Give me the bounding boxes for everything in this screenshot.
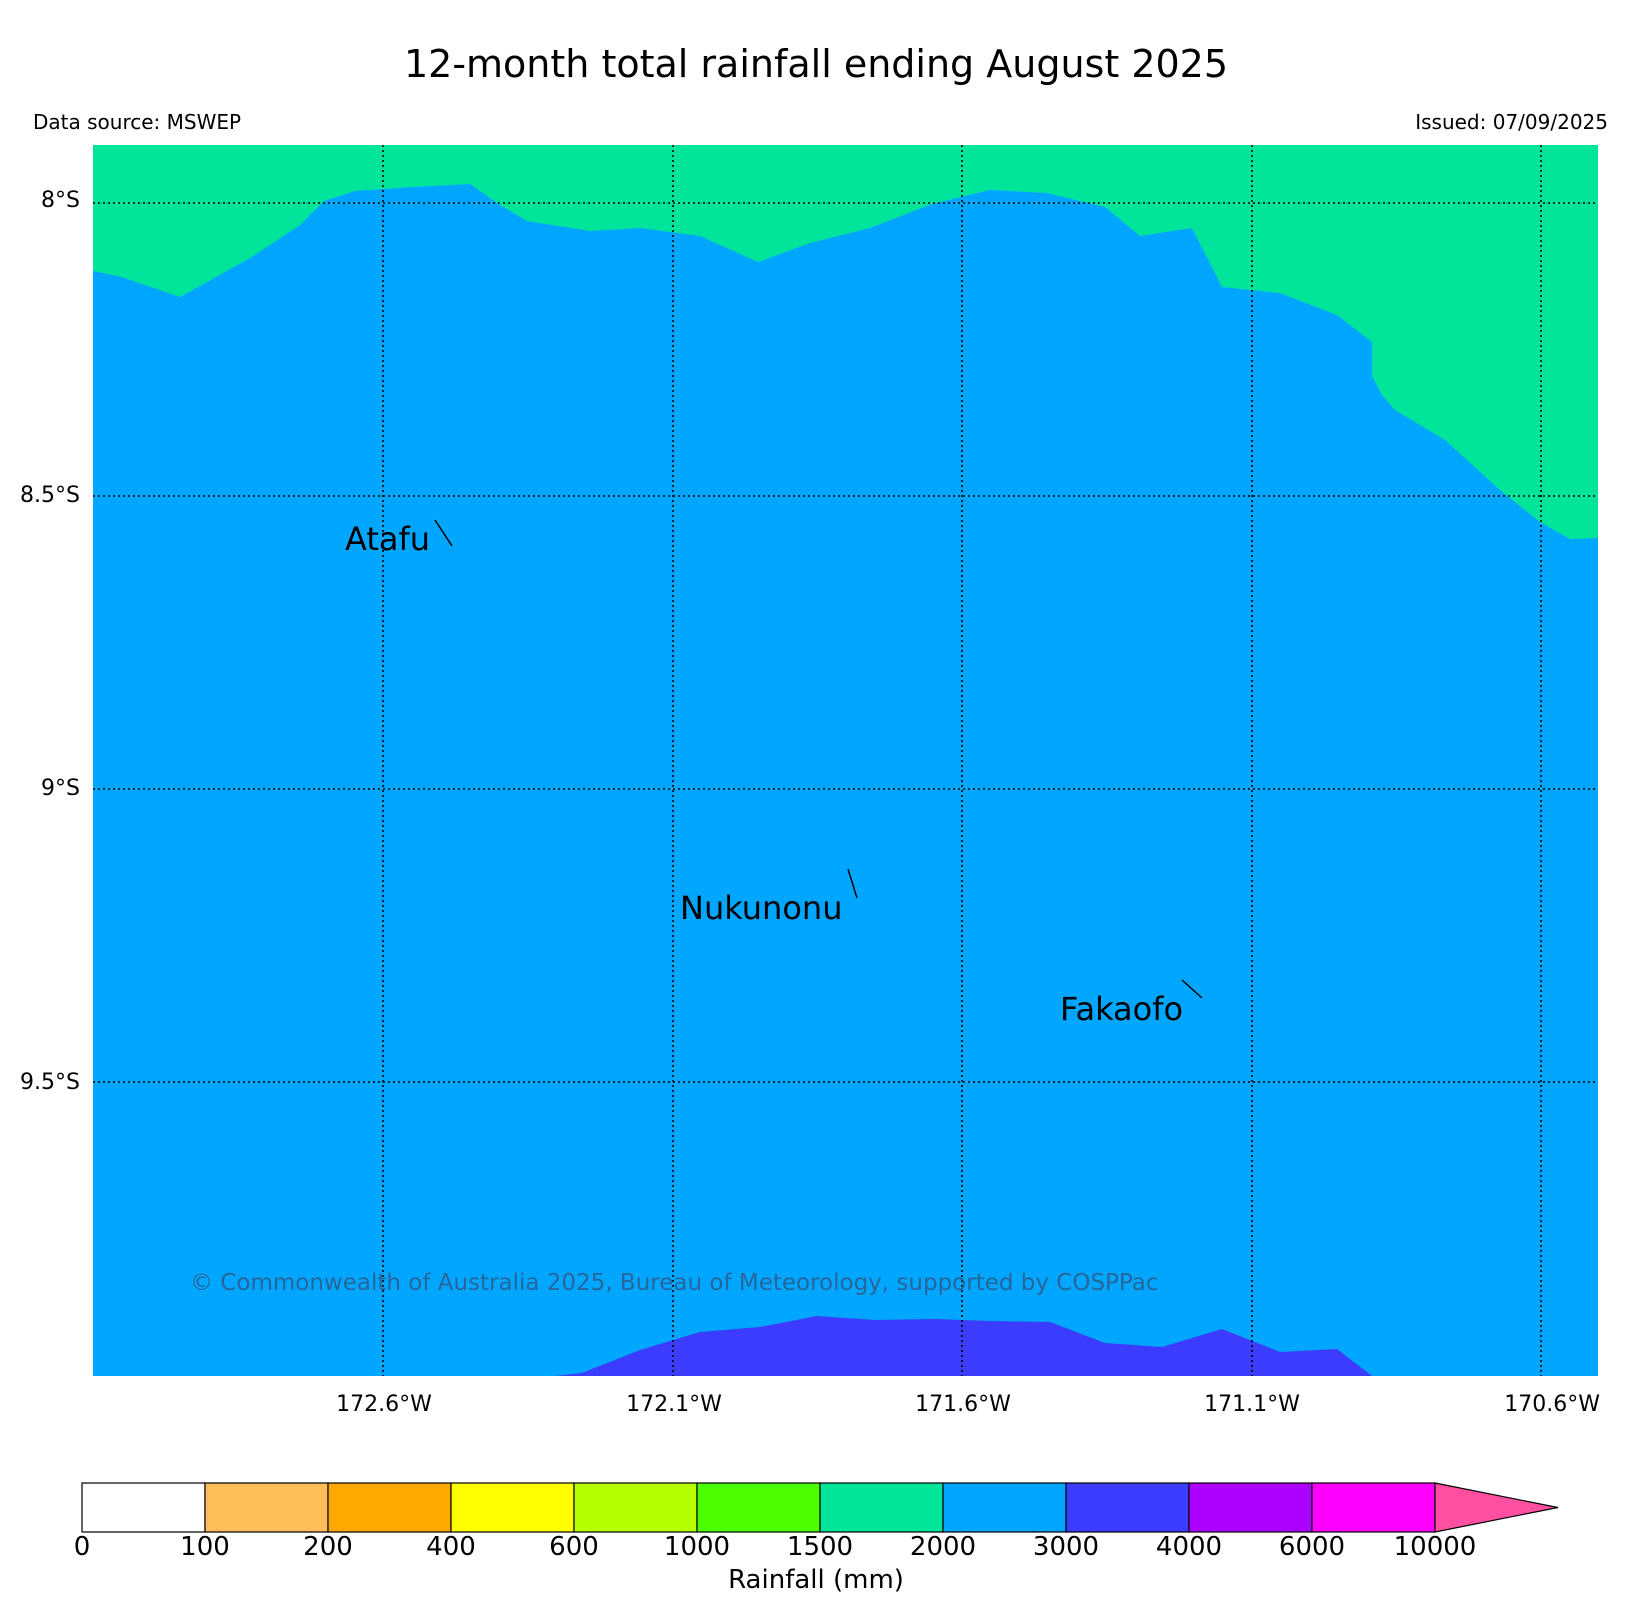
place-label-nukunonu: Nukunonu	[680, 889, 843, 927]
map-area	[93, 145, 1598, 1376]
colorbar-segment-5	[696, 1482, 821, 1533]
colorbar-segment-4	[573, 1482, 698, 1533]
nukunonu-leader-line	[847, 868, 858, 899]
colorbar-tick-label: 6000	[1278, 1532, 1346, 1562]
colorbar-title: Rainfall (mm)	[728, 1565, 904, 1595]
colorbar-segment-1	[204, 1482, 329, 1533]
colorbar-segment-8	[1065, 1482, 1190, 1533]
place-label-fakaofo: Fakaofo	[1060, 990, 1184, 1028]
colorbar	[81, 1482, 1559, 1533]
rainfall-band-3000-4000	[555, 1316, 1372, 1376]
colorbar-tick-label: 4000	[1155, 1532, 1223, 1562]
colorbar-tick-label: 200	[303, 1532, 353, 1562]
chart-title: 12-month total rainfall ending August 20…	[403, 42, 1229, 86]
colorbar-tick-label: 0	[73, 1532, 91, 1562]
fakaofo-leader-line	[1181, 979, 1203, 999]
lat-label-9-5s: 9.5°S	[20, 1070, 80, 1095]
colorbar-tick-label: 100	[180, 1532, 230, 1562]
lon-label-172-6w: 172.6°W	[336, 1392, 432, 1417]
colorbar-tick-label: 600	[549, 1532, 599, 1562]
lon-label-172-1w: 172.1°W	[626, 1392, 722, 1417]
colorbar-segment-2	[327, 1482, 452, 1533]
colorbar-tick-label: 400	[426, 1532, 476, 1562]
lon-label-171-6w: 171.6°W	[915, 1392, 1011, 1417]
colorbar-tick-label: 1000	[663, 1532, 731, 1562]
data-source-label: Data source: MSWEP	[33, 110, 242, 134]
colorbar-tick-label: 10000	[1393, 1532, 1477, 1562]
atafu-leader-line	[434, 519, 453, 547]
colorbar-extend-arrow	[1434, 1482, 1559, 1533]
colorbar-tick-label: 3000	[1032, 1532, 1100, 1562]
colorbar-segment-9	[1188, 1482, 1313, 1533]
lat-label-9s: 9°S	[41, 776, 80, 801]
colorbar-tick-label: 2000	[909, 1532, 977, 1562]
issued-date-label: Issued: 07/09/2025	[1415, 110, 1608, 134]
lat-label-8s: 8°S	[41, 188, 80, 213]
colorbar-segment-6	[819, 1482, 944, 1533]
rainfall-band-1500-2000	[93, 145, 1598, 539]
lat-label-8-5s: 8.5°S	[20, 483, 80, 508]
place-label-atafu: Atafu	[345, 520, 431, 558]
lon-label-170-6w: 170.6°W	[1504, 1392, 1600, 1417]
colorbar-segment-0	[81, 1482, 206, 1533]
lon-label-171-1w: 171.1°W	[1204, 1392, 1300, 1417]
copyright-notice: © Commonwealth of Australia 2025, Bureau…	[190, 1270, 1159, 1296]
graticule	[93, 145, 1598, 1376]
colorbar-segment-7	[942, 1482, 1067, 1533]
colorbar-segment-10	[1311, 1482, 1436, 1533]
colorbar-segment-3	[450, 1482, 575, 1533]
colorbar-tick-label: 1500	[786, 1532, 854, 1562]
